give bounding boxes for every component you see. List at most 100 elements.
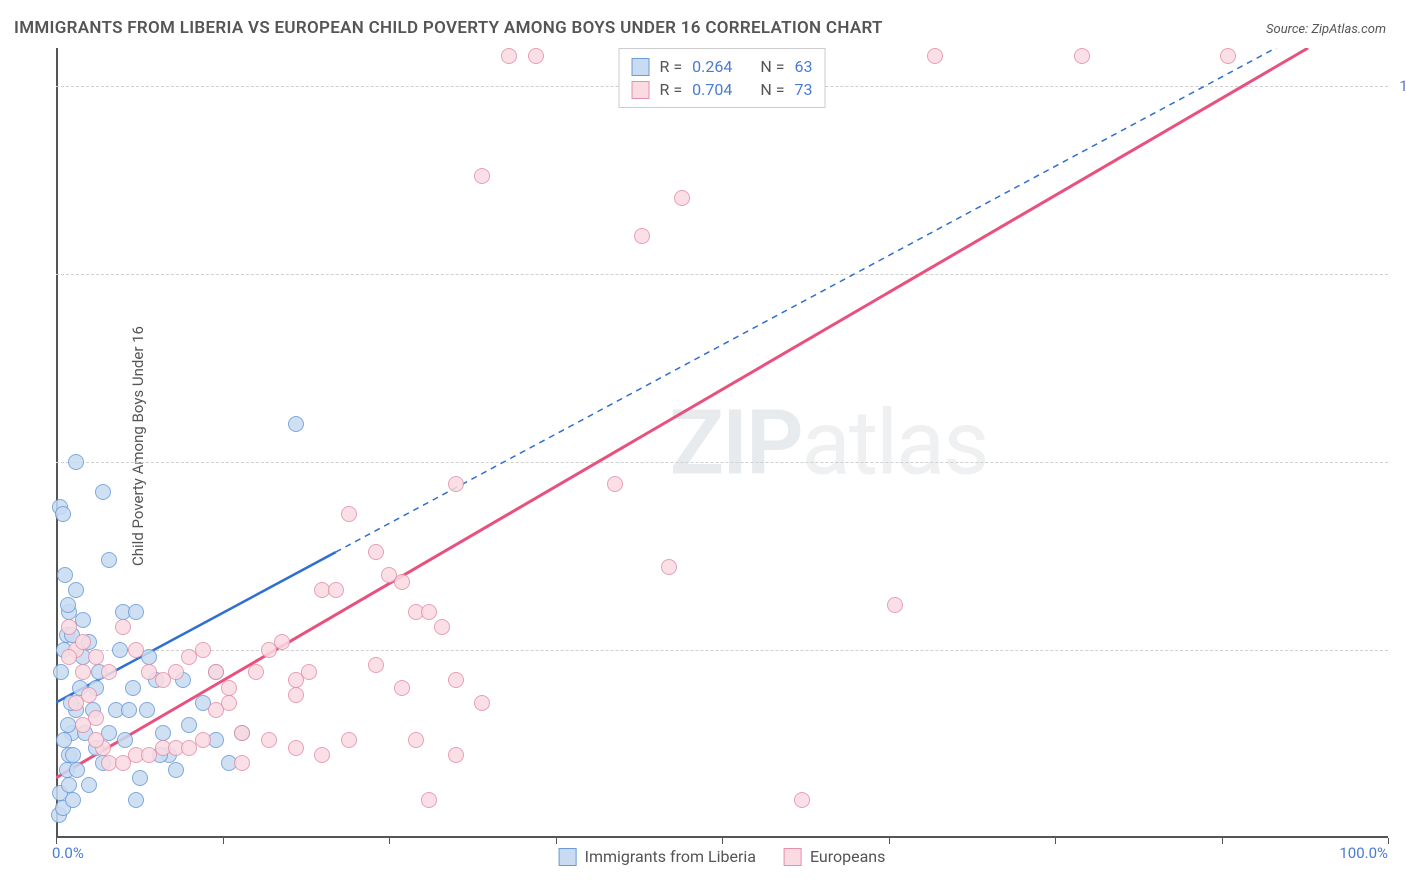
data-point (368, 544, 384, 560)
y-axis (56, 48, 58, 838)
data-point (448, 747, 464, 763)
data-point (53, 664, 69, 680)
data-point (81, 777, 97, 793)
data-point (128, 792, 144, 808)
stat-row: R = 0.264 N = 63 (632, 55, 813, 78)
data-point (394, 574, 410, 590)
data-point (674, 190, 690, 206)
data-point (88, 732, 104, 748)
data-point (168, 762, 184, 778)
data-point (60, 597, 76, 613)
x-tick-label: 100.0% (1339, 844, 1388, 862)
legend-swatch (784, 848, 802, 866)
data-point (328, 582, 344, 598)
data-point (88, 649, 104, 665)
data-point (61, 777, 77, 793)
data-point (1220, 48, 1236, 64)
data-point (661, 559, 677, 575)
data-point (474, 168, 490, 184)
data-point (75, 717, 91, 733)
legend-item: Immigrants from Liberia (559, 847, 756, 866)
data-point (448, 672, 464, 688)
data-point (195, 732, 211, 748)
data-point (288, 687, 304, 703)
data-point (141, 664, 157, 680)
gridline (56, 462, 1388, 463)
data-point (61, 649, 77, 665)
x-tick-mark (889, 838, 890, 844)
series-legend: Immigrants from Liberia Europeans (559, 847, 886, 866)
stat-r-value: 0.264 (692, 57, 732, 76)
data-point (501, 48, 517, 64)
y-tick-label: 50.0% (1393, 453, 1406, 471)
y-tick-label: 25.0% (1393, 641, 1406, 659)
data-point (101, 552, 117, 568)
stat-n-label: N = (760, 57, 784, 76)
data-point (101, 664, 117, 680)
data-point (341, 732, 357, 748)
source-prefix: Source: (1266, 22, 1311, 37)
watermark-zip: ZIP (670, 391, 802, 496)
data-point (261, 732, 277, 748)
gridline (56, 650, 1388, 651)
data-point (117, 732, 133, 748)
x-tick-label: 0.0% (52, 844, 84, 862)
x-tick-mark (722, 838, 723, 844)
trend-line-ext (336, 48, 1388, 552)
data-point (288, 740, 304, 756)
source-name: ZipAtlas.com (1311, 22, 1386, 37)
data-point (607, 476, 623, 492)
y-tick-label: 75.0% (1393, 265, 1406, 283)
data-point (234, 755, 250, 771)
data-point (155, 725, 171, 741)
stat-n-value: 63 (794, 57, 812, 76)
data-point (115, 619, 131, 635)
data-point (75, 664, 91, 680)
x-tick-mark (1055, 838, 1056, 844)
data-point (168, 664, 184, 680)
stat-row: R = 0.704 N = 73 (632, 78, 813, 101)
data-point (75, 634, 91, 650)
data-point (68, 695, 84, 711)
data-point (288, 416, 304, 432)
source-attribution: Source: ZipAtlas.com (1266, 22, 1386, 37)
data-point (139, 702, 155, 718)
legend-item: Europeans (784, 847, 885, 866)
data-point (61, 619, 77, 635)
data-point (55, 506, 71, 522)
data-point (132, 770, 148, 786)
data-point (221, 695, 237, 711)
data-point (60, 717, 76, 733)
data-point (181, 717, 197, 733)
data-point (221, 680, 237, 696)
stat-r-value: 0.704 (692, 80, 732, 99)
data-point (408, 732, 424, 748)
stat-n-value: 73 (794, 80, 812, 99)
data-point (274, 634, 290, 650)
data-point (234, 725, 250, 741)
data-point (314, 747, 330, 763)
data-point (68, 454, 84, 470)
y-tick-label: 100.0% (1393, 77, 1406, 95)
data-point (248, 664, 264, 680)
plot-area: ZIPatlas 25.0%50.0%75.0%100.0% 0.0%100.0… (56, 48, 1388, 838)
x-tick-mark (223, 838, 224, 844)
data-point (112, 642, 128, 658)
stat-r-label: R = (660, 80, 683, 99)
legend-swatch (632, 81, 650, 99)
data-point (195, 642, 211, 658)
data-point (301, 664, 317, 680)
data-point (128, 604, 144, 620)
watermark: ZIPatlas (670, 391, 988, 496)
data-point (634, 228, 650, 244)
data-point (887, 597, 903, 613)
x-tick-mark (1222, 838, 1223, 844)
stat-n-label: N = (760, 80, 784, 99)
data-point (794, 792, 810, 808)
stat-r-label: R = (660, 57, 683, 76)
data-point (121, 702, 137, 718)
data-point (95, 484, 111, 500)
data-point (128, 642, 144, 658)
data-point (421, 604, 437, 620)
data-point (394, 680, 410, 696)
